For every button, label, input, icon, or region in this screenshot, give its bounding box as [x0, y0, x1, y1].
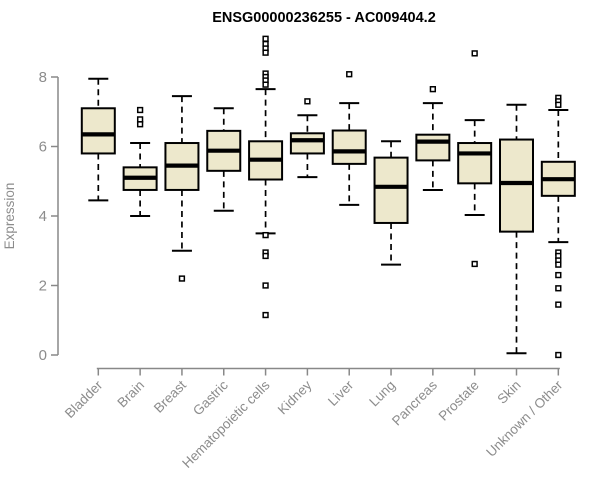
- outlier-point: [429, 86, 437, 93]
- box-group-kidney: [289, 98, 325, 179]
- box-group-lung: [373, 140, 409, 266]
- box-group-gastric: [206, 107, 242, 212]
- outlier-point: [555, 301, 562, 308]
- x-tick-label-gastric: Gastric: [190, 377, 231, 418]
- outlier-point: [262, 252, 269, 260]
- outlier-point: [555, 101, 562, 108]
- y-axis-title: Expression: [2, 183, 17, 250]
- boxes-layer: [80, 35, 576, 359]
- outlier-point: [346, 71, 353, 78]
- outlier-point: [555, 351, 562, 359]
- x-tick-label-kidney: Kidney: [275, 377, 315, 417]
- y-tick-label: 6: [39, 139, 47, 156]
- iqr-box: [373, 156, 409, 224]
- x-tick-label-prostate: Prostate: [436, 378, 482, 424]
- box-group-liver: [331, 71, 367, 206]
- outlier-point: [262, 35, 269, 42]
- outlier-point: [555, 285, 562, 292]
- y-tick-label: 8: [39, 69, 47, 86]
- box-group-unknown-other: [540, 94, 576, 359]
- outlier-point: [178, 275, 186, 282]
- box-group-breast: [164, 95, 200, 282]
- x-tick-label-liver: Liver: [325, 377, 357, 409]
- box-group-pancreas: [415, 86, 451, 191]
- outlier-point: [136, 116, 144, 123]
- box-group-prostate: [457, 50, 493, 268]
- box-group-hematopoietic-cells: [248, 35, 284, 319]
- iqr-box: [415, 133, 451, 162]
- box-group-bladder: [80, 77, 116, 202]
- iqr-box: [289, 132, 325, 155]
- outlier-point: [471, 50, 478, 57]
- chart-title: ENSG00000236255 - AC009404.2: [212, 10, 436, 26]
- box-group-skin: [499, 103, 534, 355]
- x-tick-label-breast: Breast: [151, 377, 189, 415]
- iqr-box: [499, 138, 534, 233]
- iqr-box: [80, 107, 116, 155]
- iqr-box: [331, 129, 367, 165]
- x-tick-label-bladder: Bladder: [62, 377, 106, 421]
- outlier-point: [304, 98, 311, 105]
- x-tick-label-unknown-other: Unknown / Other: [483, 377, 566, 460]
- x-tick-label-skin: Skin: [494, 378, 523, 407]
- x-tick-label-pancreas: Pancreas: [389, 377, 440, 428]
- box-group-brain: [122, 106, 158, 217]
- x-tick-label-lung: Lung: [366, 378, 398, 410]
- x-tick-label-brain: Brain: [114, 378, 147, 411]
- y-tick-label: 2: [39, 278, 47, 295]
- outlier-point: [136, 106, 144, 114]
- outlier-point: [471, 260, 478, 268]
- y-tick-label: 0: [39, 347, 47, 364]
- outlier-point: [555, 271, 562, 279]
- outlier-point: [262, 81, 269, 88]
- outlier-point: [262, 49, 269, 56]
- outlier-point: [262, 311, 269, 319]
- outlier-point: [262, 231, 269, 239]
- iqr-box: [457, 142, 493, 185]
- outlier-point: [136, 121, 144, 128]
- outlier-point: [555, 261, 562, 268]
- outlier-point: [262, 282, 269, 289]
- y-tick-label: 4: [39, 208, 47, 225]
